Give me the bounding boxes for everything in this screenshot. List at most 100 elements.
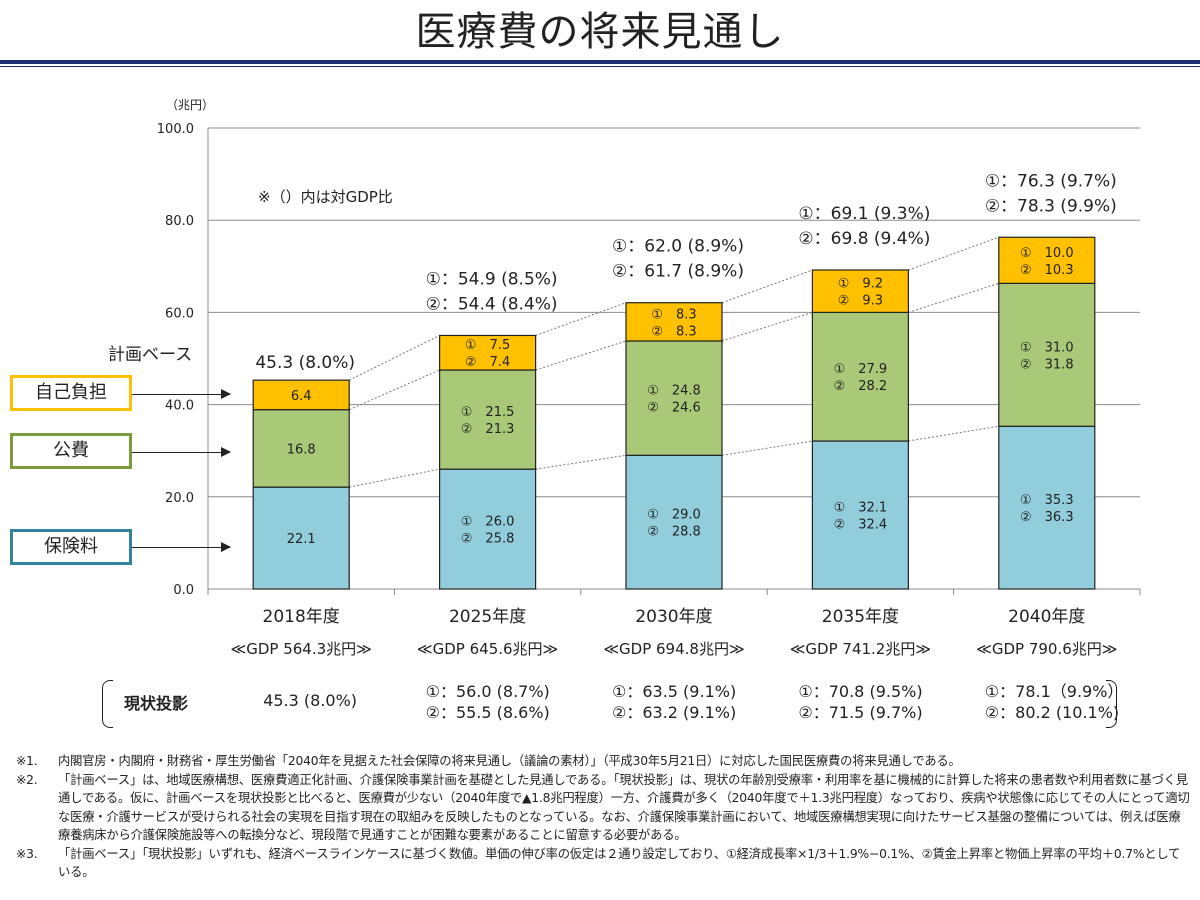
bar-segment (439, 369, 537, 470)
data-label: ① 24.8 (647, 384, 701, 399)
legend-public-arrow (132, 447, 231, 457)
total-label: 45.3 (8.0%) (255, 353, 355, 373)
page-title: 医療費の将来見通し (415, 9, 785, 55)
data-label: ② 8.3 (651, 324, 696, 339)
data-label: 6.4 (291, 389, 312, 404)
data-label: ① 31.0 (1020, 340, 1074, 355)
current-projection-line: ①：70.8 (9.5%) (798, 682, 923, 701)
data-label: 16.8 (287, 442, 316, 457)
data-label: ① 8.3 (651, 307, 696, 322)
y-axis-unit: （兆円） (166, 98, 215, 112)
data-label: ② 24.6 (647, 401, 701, 416)
trend-connector (535, 340, 627, 371)
legend-public: 公費 (10, 433, 132, 469)
bar-segment (625, 454, 723, 590)
x-tick-label: 2035年度 (821, 607, 900, 627)
data-label: ② 28.2 (834, 379, 888, 394)
footnote-1: ※1. 内閣官房・内閣府・財務省・厚生労働省「2040年を見据えた社会保障の将来… (16, 752, 1192, 771)
y-tick-label: 0.0 (173, 583, 194, 598)
legend-premium-arrow (132, 542, 231, 552)
total-label: ②：61.7 (8.9%) (612, 262, 744, 282)
current-projection-value: ①：63.5 (9.1%) ②：63.2 (9.1%) (612, 681, 736, 723)
data-label: ① 32.1 (834, 501, 888, 516)
x-tick-label: 2030年度 (635, 607, 713, 627)
total-label: ①：62.0 (8.9%) (612, 237, 744, 257)
current-projection-value: ①：56.0 (8.7%) ②：55.5 (8.6%) (426, 681, 550, 723)
footnote-2: ※2. 「計画ベース」は、地域医療構想、医療費適正化計画、介護保険事業計画を基礎… (16, 771, 1192, 845)
trend-connector (535, 454, 627, 470)
footnote-mark: ※1. (16, 754, 38, 768)
current-projection-line: ②：71.5 (9.7%) (798, 703, 923, 722)
y-tick-label: 20.0 (165, 491, 194, 506)
data-label: ② 10.3 (1020, 263, 1074, 278)
trend-connector (349, 468, 440, 488)
bar-segment (625, 302, 723, 342)
data-label: ① 26.0 (461, 515, 515, 530)
bar-segment (998, 282, 1096, 427)
trend-connector (721, 440, 813, 456)
legend-premium: 保険料 (10, 529, 132, 565)
footnote-text: 「計画ベース」は、地域医療構想、医療費適正化計画、介護保険事業計画を基礎とした見… (58, 772, 1190, 843)
total-label: ①：76.3 (9.7%) (985, 171, 1117, 191)
footnote-mark: ※2. (16, 772, 38, 787)
x-tick-label: 2025年度 (448, 607, 527, 627)
current-projection-value: ①：70.8 (9.5%) ②：71.5 (9.7%) (798, 681, 922, 723)
plan-base-label: 計画ベース (108, 345, 193, 365)
legend-self-pay-arrow (132, 389, 231, 399)
total-label: ①：54.9 (8.5%) (426, 269, 558, 289)
footnote-text: 内閣官房・内閣府・財務省・厚生労働省「2040年を見据えた社会保障の将来見通し（… (58, 754, 961, 768)
data-label: 22.1 (287, 532, 316, 547)
y-tick-label: 80.0 (165, 214, 194, 229)
gdp-ratio-note: ※（）内は対GDP比 (258, 188, 393, 206)
gdp-label: ≪GDP 694.8兆円≫ (603, 640, 745, 658)
footnote-mark: ※3. (16, 846, 38, 861)
current-projection-line: ①：63.5 (9.1%) (612, 682, 737, 701)
data-label: ② 28.8 (647, 525, 701, 540)
trend-connector (721, 311, 813, 342)
bar-segment (625, 340, 723, 456)
total-label: ①：69.1 (9.3%) (798, 204, 930, 224)
footnote-3: ※3. 「計画ベース」「現状投影」いずれも、経済ベースラインケースに基づく数値。… (16, 845, 1192, 882)
title-rule-thin (0, 66, 1200, 67)
data-label: ② 32.4 (834, 518, 888, 533)
data-label: ② 31.8 (1020, 357, 1074, 372)
data-label: ② 21.3 (461, 422, 515, 437)
current-projection-line: ②：55.5 (8.6%) (425, 703, 550, 722)
trend-connector (348, 335, 440, 381)
current-projection-line: ①：56.0 (8.7%) (425, 682, 550, 701)
gdp-label: ≪GDP 564.3兆円≫ (230, 640, 372, 658)
current-projection-line: ②：63.2 (9.1%) (612, 703, 737, 722)
bar-segment (998, 236, 1096, 284)
trend-connector (348, 369, 440, 411)
data-label: ② 9.3 (838, 294, 883, 309)
trend-connector (721, 269, 813, 304)
trend-connector (908, 236, 999, 271)
bar-labels: 22.1 16.8 6.4 ① 26.0 ② 25.8 ① 21.5 ② 21.3 ① 7.5… (255, 171, 1116, 547)
current-projection-brace-right (1106, 680, 1117, 728)
bars (252, 236, 1096, 590)
bar-segment (811, 440, 910, 590)
data-label: ① 27.9 (834, 362, 888, 377)
data-label: ① 21.5 (461, 405, 515, 420)
data-label: ① 35.3 (1020, 493, 1074, 508)
data-label: ① 29.0 (647, 508, 701, 523)
bar-segment (998, 425, 1096, 590)
current-projection-value: ①：78.1（9.9%） ②：80.2 (10.1%) (985, 681, 1124, 723)
current-projection-line: 45.3 (8.0%) (263, 691, 358, 710)
trend-connector (535, 302, 627, 336)
current-projection-brace-left (102, 680, 113, 728)
y-tick-label: 100.0 (157, 122, 194, 137)
total-label: ②：78.3 (9.9%) (985, 196, 1117, 216)
gdp-label: ≪GDP 741.2兆円≫ (789, 640, 932, 658)
data-label: ② 36.3 (1020, 510, 1074, 525)
bar-segment (439, 468, 537, 590)
total-label: ②：54.4 (8.4%) (426, 294, 558, 314)
current-projection-line: ②：80.2 (10.1%) (984, 703, 1120, 722)
gdp-label: ≪GDP 645.6兆円≫ (416, 640, 559, 658)
y-tick-label: 60.0 (165, 306, 194, 321)
y-tick-label: 40.0 (165, 399, 194, 414)
x-tick-label: 2018年度 (262, 607, 340, 627)
current-projection-title: 現状投影 (124, 694, 189, 713)
bar-segment (811, 269, 910, 314)
